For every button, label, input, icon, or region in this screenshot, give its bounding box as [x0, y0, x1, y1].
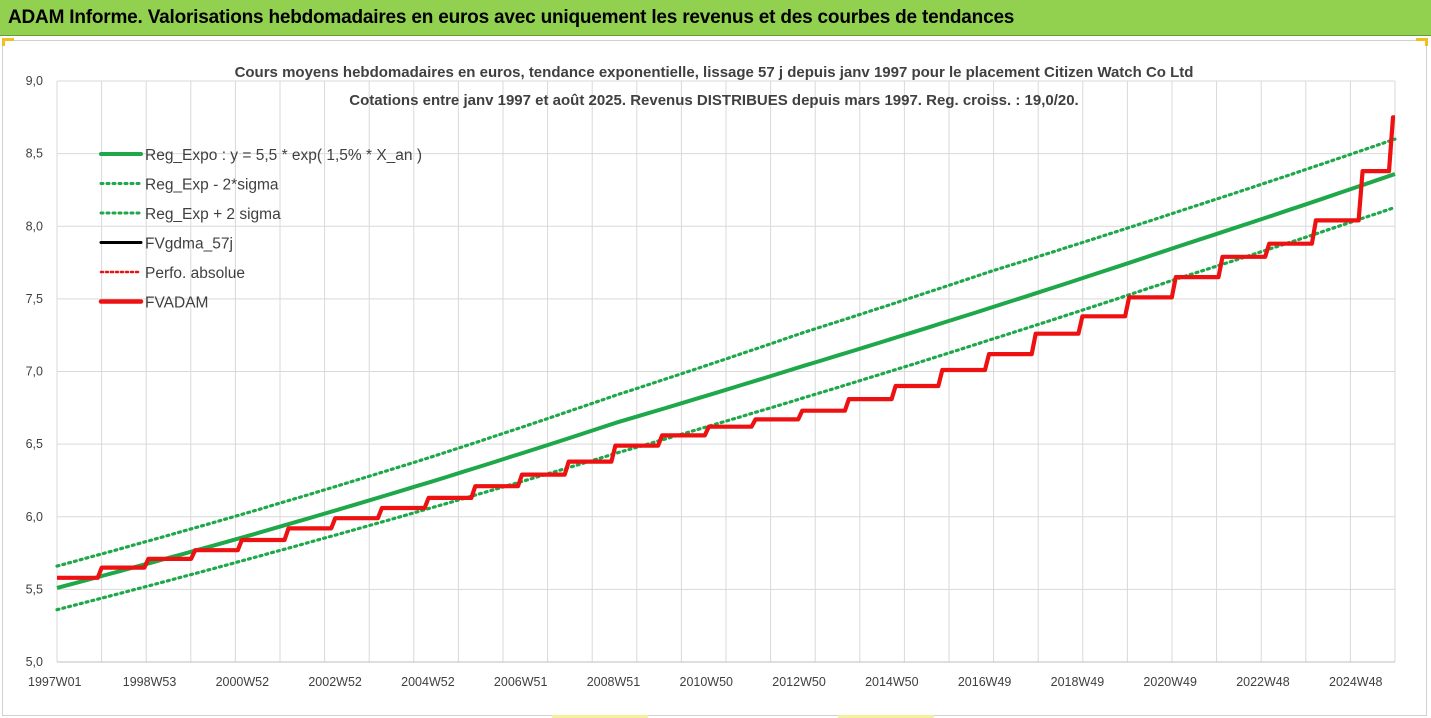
frame-corner-top-right-h	[1416, 38, 1428, 41]
series-reg-plus-2sigma	[55, 137, 1397, 568]
x-axis-ticks: 1997W01 1998W53 2000W52 2002W52 2004W52 2006W…	[28, 675, 1383, 689]
x-tick-label: 2012W50	[772, 675, 826, 689]
x-tick-label: 2002W52	[308, 675, 362, 689]
chart-grid	[56, 80, 1396, 663]
chart-subtitle: Cotations entre janv 1997 et août 2025. …	[349, 92, 1078, 109]
x-tick-label: 2014W50	[865, 675, 919, 689]
frame-corner-top-left-h	[2, 38, 14, 41]
x-tick-label: 2010W50	[680, 675, 734, 689]
x-tick-label: 2006W51	[494, 675, 548, 689]
x-tick-label: 2022W48	[1236, 675, 1290, 689]
y-tick-label: 8,0	[26, 219, 43, 233]
y-tick-label: 7,5	[26, 292, 43, 306]
chart-frame: 9,0 8,5 8,0 7,5 7,0 6,5 6,0 5,5 5,0 1997W01 1998W…	[2, 40, 1427, 716]
y-tick-label: 5,0	[26, 655, 43, 669]
legend-label: Reg_Exp - 2*sigma	[145, 177, 279, 194]
legend-label: FVADAM	[145, 295, 208, 312]
frame-corner-top-left	[2, 38, 5, 46]
y-tick-label: 7,0	[26, 365, 43, 379]
series-layer	[55, 115, 1397, 612]
chart: 9,0 8,5 8,0 7,5 7,0 6,5 6,0 5,5 5,0 1997W01 1998W…	[26, 64, 1397, 689]
y-tick-label: 6,5	[26, 437, 43, 451]
series-reg-expo	[56, 172, 1396, 590]
series-fvadam	[57, 115, 1396, 580]
y-axis-ticks: 9,0 8,5 8,0 7,5 7,0 6,5 6,0 5,5 5,0	[26, 74, 43, 669]
chart-title: Cours moyens hebdomadaires en euros, ten…	[235, 64, 1194, 81]
legend: Reg_Expo : y = 5,5 * exp( 1,5% * X_an ) R…	[98, 147, 422, 312]
frame-corner-bottom-left	[552, 715, 648, 718]
frame-corner-top-right	[1425, 38, 1428, 46]
x-tick-label: 2004W52	[401, 675, 455, 689]
x-tick-label: 2018W49	[1051, 675, 1105, 689]
y-tick-label: 8,5	[26, 147, 43, 161]
legend-label: FVgdma_57j	[145, 236, 233, 253]
y-tick-label: 9,0	[26, 74, 43, 88]
x-tick-label: 1997W01	[28, 675, 82, 689]
page-title: ADAM Informe. Valorisations hebdomadaire…	[8, 7, 1015, 28]
legend-label: Perfo. absolue	[145, 265, 245, 282]
x-tick-label: 1998W53	[123, 675, 177, 689]
frame-corner-bottom-right	[838, 715, 934, 718]
y-tick-label: 5,5	[26, 582, 43, 596]
y-tick-label: 6,0	[26, 510, 43, 524]
x-tick-label: 2016W49	[958, 675, 1012, 689]
x-tick-label: 2020W49	[1143, 675, 1197, 689]
x-tick-label: 2000W52	[216, 675, 270, 689]
legend-label: Reg_Expo : y = 5,5 * exp( 1,5% * X_an )	[145, 147, 422, 164]
x-tick-label: 2008W51	[587, 675, 641, 689]
legend-label: Reg_Exp + 2 sigma	[145, 206, 281, 223]
header-banner: ADAM Informe. Valorisations hebdomadaire…	[0, 0, 1431, 36]
x-tick-label: 2024W48	[1329, 675, 1383, 689]
